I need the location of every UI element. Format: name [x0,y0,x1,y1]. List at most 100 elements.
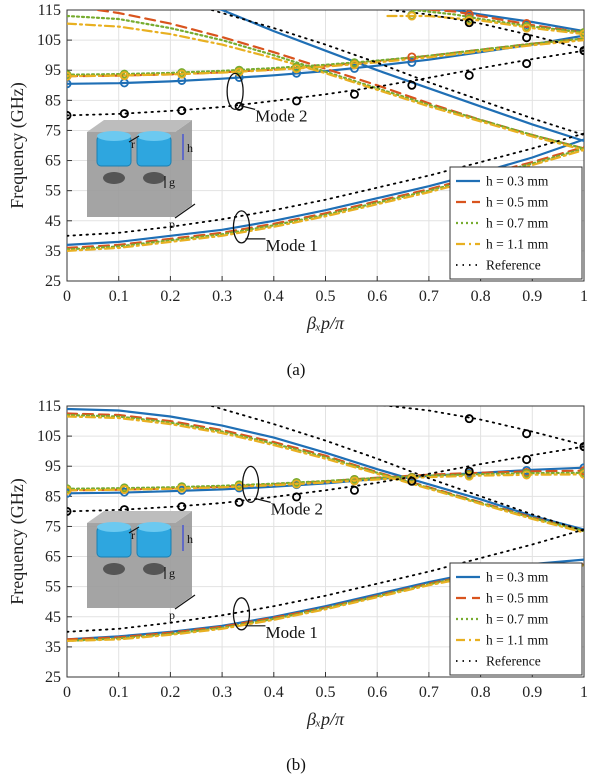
inset-label-r: r [131,137,135,151]
y-tick-label: 65 [45,153,61,170]
data-point [177,106,187,116]
y-tick-label: 35 [45,243,61,260]
inset-label-h: h [187,532,193,546]
data-point [349,60,359,70]
series-line-mode3 [382,406,584,447]
y-tick-label: 85 [45,488,61,505]
curves [67,406,584,643]
series-line-mode2-upper [67,22,584,152]
y-tick-label: 25 [45,273,61,290]
series-line-mode2-lower [67,38,584,78]
mode-label: Mode 1 [265,236,317,255]
data-point [579,469,584,479]
data-point [407,476,417,486]
mode-ellipse [232,597,251,631]
inset-label-r: r [131,528,135,542]
data-point [464,70,474,80]
data-point [579,46,584,56]
data-point [67,506,72,516]
pin-right-top [137,131,171,141]
data-point [349,485,359,495]
data-point [522,455,532,465]
y-tick-label: 95 [45,458,61,475]
data-point [119,71,129,81]
data-point [522,23,532,33]
series-line-mode1 [67,528,584,633]
data-point [579,442,584,452]
period-dimension [174,203,196,219]
inset-label-g: g [169,566,175,580]
x-tick-label: 0 [63,684,71,701]
data-point [579,29,584,39]
x-tick-label: 0.9 [522,684,542,701]
data-point [119,109,129,119]
series-line-mode2-upper [67,407,584,531]
data-point [407,80,417,90]
series-line-mode2-upper [210,406,584,532]
series-line-mode3 [412,10,584,34]
y-tick-label: 25 [45,669,61,686]
panel-caption: (a) [287,360,306,379]
data-point [177,483,187,493]
data-point [464,466,474,476]
legend-box [449,166,583,280]
substrate-top [87,511,192,523]
x-tick-label: 0.3 [212,684,232,701]
y-tick-label: 75 [45,518,61,535]
series-line-mode2-lower [67,471,584,490]
x-tick-label: 0.8 [471,684,491,701]
series-line-mode2-upper [210,10,584,136]
data-point [292,96,302,106]
pin-shadow-left [103,563,125,575]
series-line-mode2-lower [67,37,584,76]
series-line-mode2-lower [67,445,584,513]
series-line-mode2-upper [67,415,584,534]
y-tick-label: 55 [45,579,61,596]
y-tick-label: 45 [45,213,61,230]
x-tick-label: 0 [63,288,71,305]
panel-a: 0 0.1 0.2 0.3 0.4 0.5 0.6 0.7 0.8 0.9 1 25 35 45 55 65 7… [7,2,588,379]
data-point [234,497,244,507]
data-point [119,484,129,494]
data-point [292,492,302,502]
mode-label: Mode 1 [265,623,317,642]
x-tick-label: 0.3 [212,288,232,305]
legend-label: h = 0.5 mm [486,195,549,210]
curves [67,10,584,252]
unit-cell-inset: h r g p [87,120,196,231]
markers [67,414,584,516]
data-point [407,11,417,21]
data-point [67,71,72,81]
legend-label: h = 0.3 mm [486,174,549,189]
x-tick-label: 1 [580,684,588,701]
inset-label-p: p [169,608,175,622]
data-point [119,487,129,497]
legend-label: Reference [486,654,541,669]
mode-ellipse [241,465,260,504]
x-axis-label: βₓp/π [306,313,345,333]
x-tick-label: 0.5 [316,288,336,305]
series-line-mode2-lower [67,473,584,492]
substrate-top [87,120,192,132]
markers [67,10,584,120]
panel-b: 0 0.1 0.2 0.3 0.4 0.5 0.6 0.7 0.8 0.9 1 25 35 45 55 65 7… [7,398,588,774]
data-point [464,414,474,424]
legend: h = 0.3 mm h = 0.5 mm h = 0.7 mm h = 1.1 mm… [449,166,583,280]
x-tick-label: 0.2 [160,684,180,701]
data-point [522,59,532,69]
data-point [579,463,584,473]
series-line-mode3 [424,10,584,33]
pin-right-top [137,522,171,532]
unit-cell-inset: h r g p [87,511,196,622]
inset-label-h: h [187,141,193,155]
legend-label: h = 1.1 mm [486,237,549,252]
x-tick-label: 0.7 [419,288,439,305]
mode-label: Mode 2 [271,499,323,518]
data-point [464,471,474,481]
x-tick-label: 0.6 [367,684,387,701]
y-tick-label: 115 [38,2,61,19]
data-point [67,110,72,120]
data-point [349,476,359,486]
data-point [522,33,532,43]
pin-shadow-right [143,563,165,575]
